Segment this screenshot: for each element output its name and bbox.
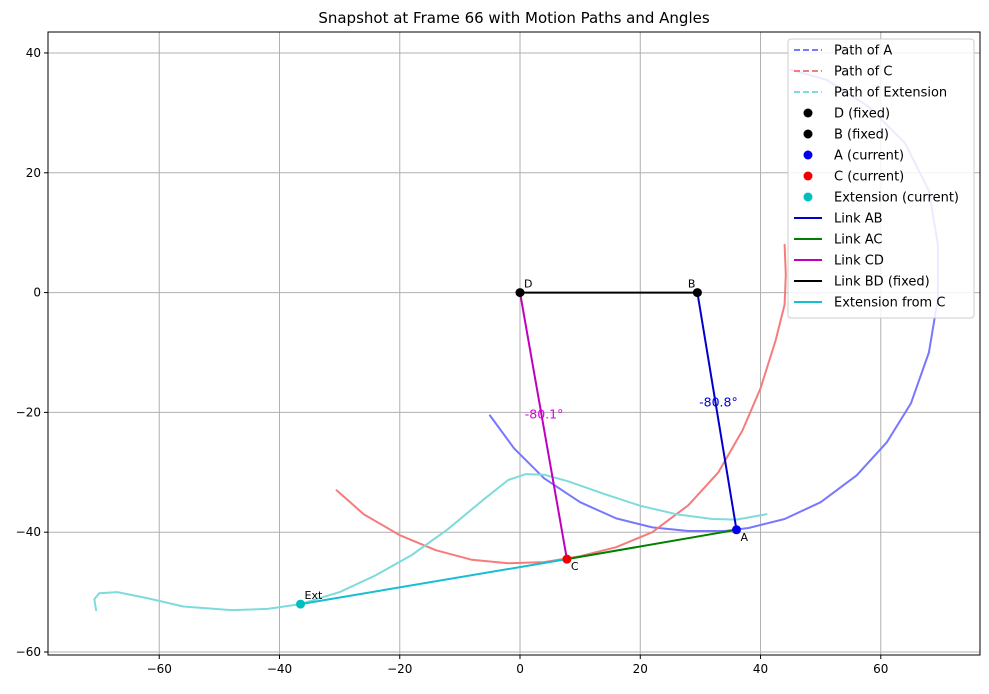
y-tick-label: −20 (16, 405, 41, 419)
legend-label-a-current: A (current) (834, 149, 904, 164)
legend-swatch-extension-current (803, 192, 813, 202)
legend-label-link-bd-fixed: Link BD (fixed) (834, 275, 930, 290)
legend-label-path-of-c: Path of C (834, 65, 892, 80)
point-c-label: C (571, 560, 579, 573)
y-tick-label: −60 (16, 645, 41, 659)
legend-swatch-a-current (803, 150, 813, 160)
legend-label-b-fixed: B (fixed) (834, 128, 889, 143)
point-b-label: B (688, 278, 696, 291)
x-tick-label: 60 (873, 662, 888, 676)
chart-title: Snapshot at Frame 66 with Motion Paths a… (318, 9, 710, 27)
legend-label-c-current: C (current) (834, 170, 904, 185)
angle-label: -80.1° (525, 406, 564, 421)
legend-label-link-cd: Link CD (834, 254, 884, 269)
x-tick-label: 40 (753, 662, 768, 676)
path-of-extension-series (93, 473, 768, 612)
legend: Path of A Path of C Path of Extension D (fi… (787, 38, 975, 319)
point-a-label: A (740, 531, 748, 544)
x-tick-label: −20 (387, 662, 412, 676)
point-ext-label: Ext (305, 589, 323, 602)
y-tick-label: 40 (26, 46, 41, 60)
path-of-c-series (335, 243, 787, 565)
x-tick-label: 0 (516, 662, 524, 676)
links (300, 291, 738, 606)
point-d-marker (515, 288, 525, 298)
legend-swatch-b-fixed (803, 129, 813, 139)
x-tick-label: 20 (633, 662, 648, 676)
legend-label-extension-from-c: Extension from C (834, 296, 945, 311)
legend-label-path-of-extension: Path of Extension (834, 86, 947, 101)
y-tick-label: −40 (16, 525, 41, 539)
axis-ticks: −60 −40 −20 0 20 40 60 40 20 0 −20 −40 −60 (16, 46, 889, 676)
link-cd-line (519, 292, 568, 560)
legend-label-path-of-a: Path of A (834, 44, 892, 59)
x-tick-label: −60 (147, 662, 172, 676)
points: D B A C Ext (296, 278, 748, 609)
point-ext-marker (296, 599, 306, 609)
link-ac-line (566, 528, 737, 561)
legend-box (787, 38, 975, 319)
legend-label-d-fixed: D (fixed) (834, 107, 890, 122)
point-b-marker (692, 288, 702, 298)
legend-swatch-d-fixed (803, 108, 813, 118)
legend-label-link-ab: Link AB (834, 212, 883, 227)
y-tick-label: 20 (26, 166, 41, 180)
link-ab-line (696, 292, 738, 530)
y-tick-label: 0 (33, 286, 41, 300)
legend-label-link-ac: Link AC (834, 233, 883, 248)
point-d-label: D (524, 278, 532, 291)
plot-frame (47, 31, 981, 656)
extension-from-c-line (300, 558, 568, 606)
legend-label-extension-current: Extension (current) (834, 191, 959, 206)
angle-annotations: -80.1° -80.8° (525, 394, 738, 421)
point-c-marker (562, 554, 572, 564)
x-tick-label: −40 (267, 662, 292, 676)
legend-swatch-c-current (803, 171, 813, 181)
point-a-marker (731, 525, 741, 535)
angle-label: -80.8° (699, 394, 738, 409)
